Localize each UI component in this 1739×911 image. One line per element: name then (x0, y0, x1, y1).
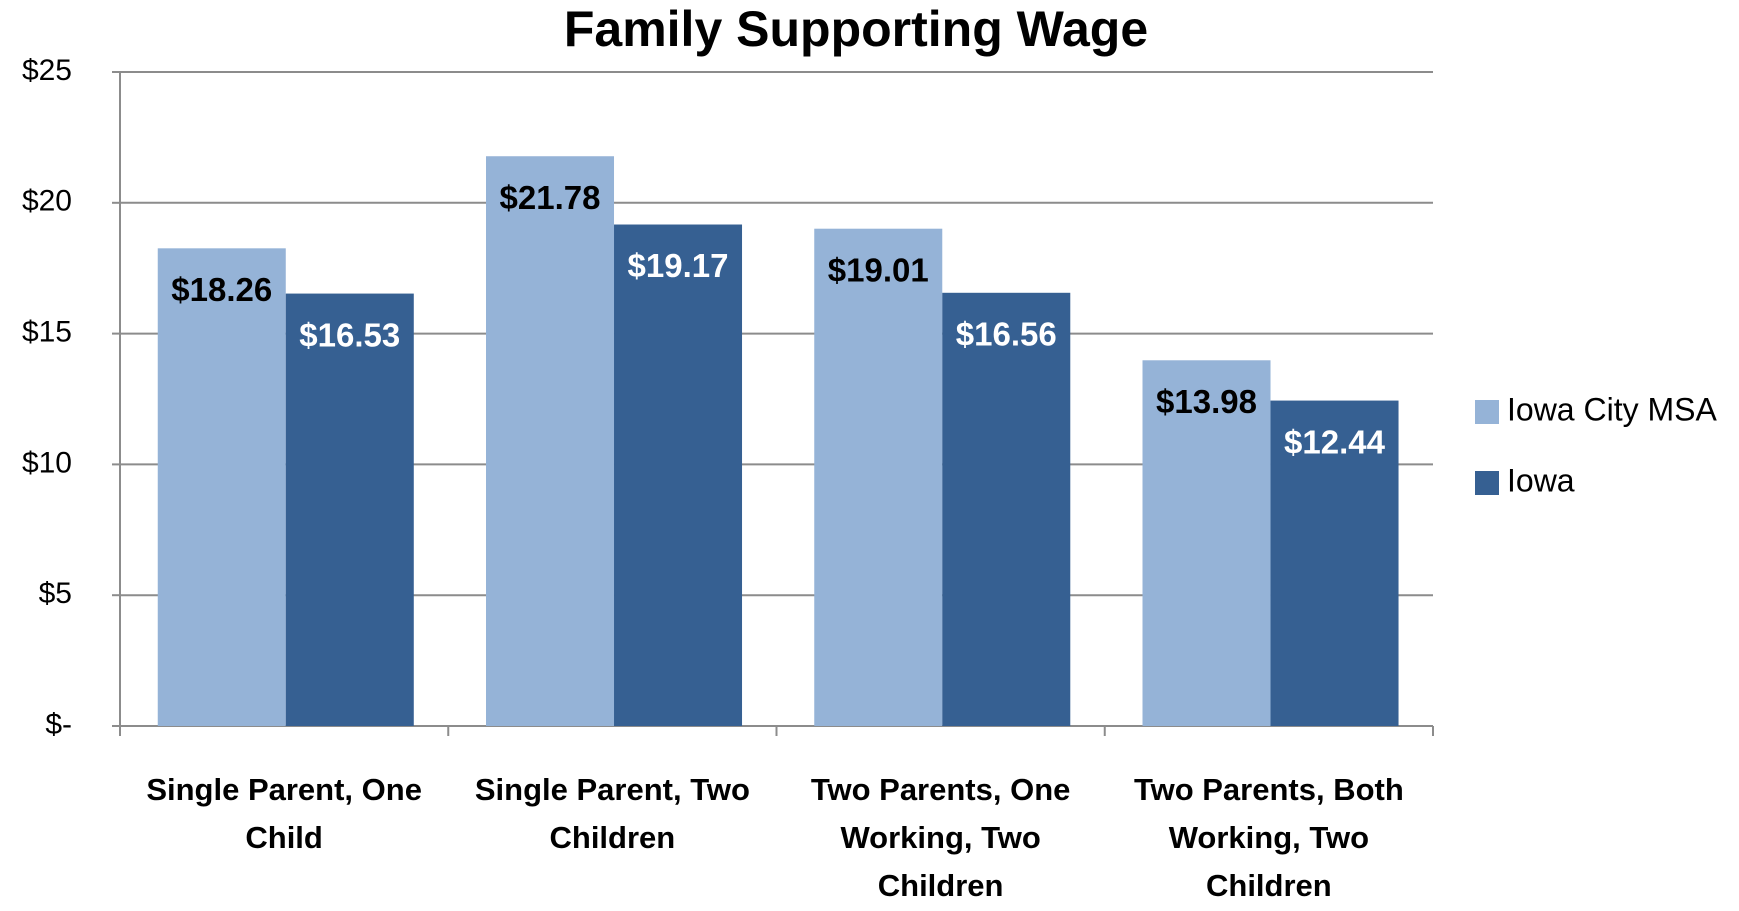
data-label: $19.17 (628, 247, 729, 284)
y-tick-label: $25 (22, 54, 72, 87)
chart-title: Family Supporting Wage (564, 1, 1148, 57)
legend-swatch (1475, 400, 1499, 424)
legend-swatch (1475, 471, 1499, 495)
data-label: $16.53 (299, 316, 400, 353)
bar (814, 228, 943, 726)
x-tick-label: Two Parents, Both Working, Two Children (1133, 772, 1404, 903)
bar (942, 292, 1071, 726)
data-label: $13.98 (1156, 383, 1257, 420)
bar (614, 224, 743, 726)
bar (1270, 400, 1399, 726)
x-tick-label: Two Parents, One Working, Two Children (810, 772, 1071, 903)
x-tick-label: Single Parent, One Child (146, 772, 422, 855)
x-tick-label: Single Parent, Two Children (474, 772, 750, 855)
y-tick-label: $- (45, 708, 72, 741)
y-tick-label: $15 (22, 316, 72, 349)
bar (157, 248, 286, 726)
data-label: $12.44 (1284, 423, 1386, 460)
bar (485, 156, 615, 726)
data-label: $19.01 (828, 251, 929, 288)
bar (1142, 360, 1271, 726)
legend-label: Iowa City MSA (1507, 391, 1717, 427)
y-tick-label: $20 (22, 185, 72, 218)
bar (285, 293, 414, 726)
data-label: $21.78 (500, 179, 601, 216)
y-tick-label: $5 (39, 577, 72, 610)
y-tick-label: $10 (22, 446, 72, 479)
data-label: $18.26 (171, 271, 272, 308)
legend-label: Iowa (1507, 462, 1575, 498)
data-label: $16.56 (956, 316, 1057, 353)
